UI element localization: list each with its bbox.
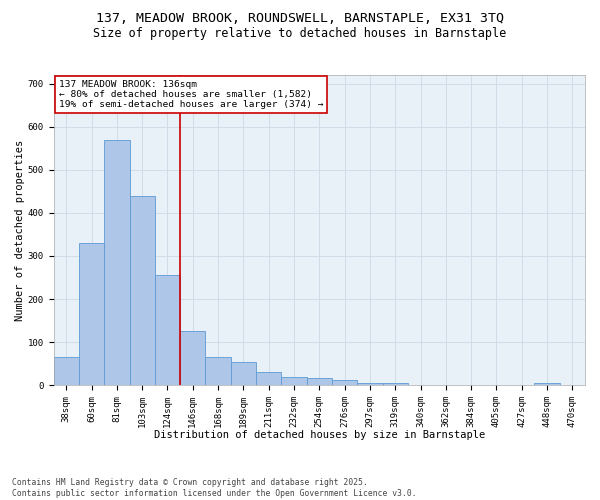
Bar bbox=[231, 362, 256, 385]
Bar bbox=[205, 357, 231, 385]
X-axis label: Distribution of detached houses by size in Barnstaple: Distribution of detached houses by size … bbox=[154, 430, 485, 440]
Text: Contains HM Land Registry data © Crown copyright and database right 2025.
Contai: Contains HM Land Registry data © Crown c… bbox=[12, 478, 416, 498]
Bar bbox=[307, 378, 332, 385]
Bar bbox=[357, 383, 383, 385]
Bar bbox=[180, 332, 205, 385]
Text: 137, MEADOW BROOK, ROUNDSWELL, BARNSTAPLE, EX31 3TQ: 137, MEADOW BROOK, ROUNDSWELL, BARNSTAPL… bbox=[96, 12, 504, 26]
Text: Size of property relative to detached houses in Barnstaple: Size of property relative to detached ho… bbox=[94, 28, 506, 40]
Bar bbox=[535, 383, 560, 385]
Text: 137 MEADOW BROOK: 136sqm
← 80% of detached houses are smaller (1,582)
19% of sem: 137 MEADOW BROOK: 136sqm ← 80% of detach… bbox=[59, 80, 323, 110]
Y-axis label: Number of detached properties: Number of detached properties bbox=[15, 140, 25, 321]
Bar bbox=[104, 140, 130, 385]
Bar bbox=[53, 357, 79, 385]
Bar bbox=[155, 276, 180, 385]
Bar bbox=[79, 243, 104, 385]
Bar bbox=[332, 380, 357, 385]
Bar bbox=[281, 376, 307, 385]
Bar bbox=[383, 382, 408, 385]
Bar bbox=[130, 196, 155, 385]
Bar bbox=[256, 372, 281, 385]
